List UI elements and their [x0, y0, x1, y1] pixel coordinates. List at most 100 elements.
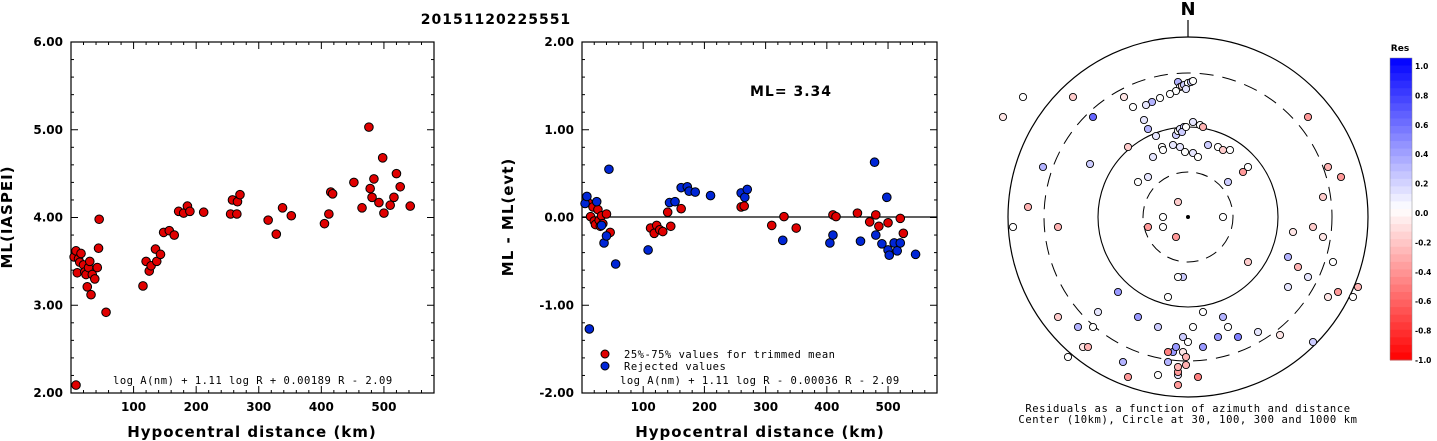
station-marker — [1123, 142, 1133, 152]
accepted-point — [791, 223, 802, 233]
station-marker — [1243, 257, 1253, 267]
station-marker — [1083, 342, 1093, 352]
caption-line-1: Residuals as a function of azimuth and d… — [1025, 403, 1350, 415]
colorbar-band — [1390, 65, 1412, 74]
station-marker — [1088, 322, 1098, 332]
rejected-point — [582, 191, 592, 202]
station-marker — [1243, 162, 1253, 172]
rejected-point — [877, 239, 887, 249]
station-marker — [1008, 222, 1018, 232]
outer-circle-1000km — [1007, 36, 1369, 398]
x-tick-label: 200 — [184, 400, 209, 414]
rejected-point — [777, 235, 788, 246]
y-tick-label: -2.00 — [539, 386, 574, 400]
station-marker — [1139, 115, 1149, 125]
station-marker — [1181, 360, 1191, 370]
colorbar-band — [1390, 276, 1412, 285]
colorbar-band — [1390, 254, 1412, 263]
station-marker — [1328, 257, 1338, 267]
station-marker — [1198, 342, 1208, 352]
data-point — [357, 203, 367, 213]
station-marker — [1173, 197, 1183, 207]
colorbar-tick-label: -0.2 — [1415, 238, 1431, 247]
station-marker — [1073, 322, 1083, 332]
accepted-point — [676, 203, 686, 214]
station-marker — [1148, 152, 1158, 162]
station-marker — [1119, 92, 1129, 102]
colorbar-band — [1390, 209, 1412, 218]
station-marker — [1163, 347, 1173, 357]
caption-line-2: Center (10km), Circle at 30, 100, 300 an… — [1018, 414, 1357, 426]
colorbar-band — [1390, 299, 1412, 308]
station-marker — [1198, 307, 1208, 317]
y-tick-label: 0.00 — [544, 211, 574, 225]
station-marker — [1173, 380, 1183, 390]
colorbar-band — [1390, 337, 1412, 346]
station-marker — [1223, 322, 1233, 332]
colorbar-tick-label: -0.8 — [1415, 327, 1431, 336]
station-marker — [1323, 162, 1333, 172]
colorbar-band — [1390, 269, 1412, 278]
data-point — [169, 230, 180, 240]
station-marker — [1088, 112, 1098, 122]
station-marker — [1093, 307, 1103, 317]
rejected-point — [610, 259, 621, 269]
data-point — [71, 380, 81, 390]
x-tick-label: 300 — [753, 400, 778, 414]
rejected-point — [869, 157, 880, 168]
station-marker — [1181, 352, 1191, 362]
station-marker — [1180, 147, 1190, 157]
circle-300km — [1043, 72, 1333, 362]
colorbar-band — [1390, 186, 1412, 195]
colorbar-band — [1390, 141, 1412, 150]
data-point — [93, 243, 104, 254]
colorbar-band — [1390, 352, 1412, 361]
station-marker — [1038, 162, 1048, 172]
data-point — [364, 122, 374, 132]
legend-rejected-label: Rejected values — [624, 361, 726, 373]
colorbar-band — [1390, 314, 1412, 323]
data-point — [327, 189, 338, 199]
rejected-point — [584, 324, 595, 334]
colorbar-band — [1390, 284, 1412, 293]
colorbar-tick-label: 0.0 — [1415, 209, 1428, 218]
x-tick-label: 100 — [631, 400, 656, 414]
colorbar-band — [1390, 216, 1412, 225]
station-marker — [1158, 222, 1168, 232]
accepted-point — [883, 217, 893, 228]
colorbar-band — [1390, 125, 1412, 134]
rejected-point — [895, 238, 906, 248]
colorbar-band — [1390, 171, 1412, 180]
accepted-point — [779, 211, 789, 222]
station-marker — [1133, 177, 1143, 187]
colorbar-tick-label: 0.8 — [1415, 91, 1428, 100]
data-point — [185, 206, 195, 217]
station-marker — [1318, 192, 1328, 202]
colorbar-band — [1390, 201, 1412, 210]
colorbar-tick-label: -0.6 — [1415, 297, 1431, 306]
data-point — [232, 209, 242, 219]
data-point — [389, 192, 399, 203]
accepted-point — [739, 201, 749, 211]
data-point — [324, 209, 334, 219]
data-point — [377, 153, 388, 163]
x-axis-label: Hypocentral distance (km) — [127, 423, 377, 441]
station-marker — [1283, 282, 1293, 292]
x-tick-label: 400 — [309, 400, 334, 414]
station-marker — [1118, 357, 1128, 367]
accepted-point — [864, 217, 875, 227]
colorbar-tick-label: 0.2 — [1415, 180, 1428, 189]
station-marker — [1168, 140, 1178, 150]
station-marker — [1223, 177, 1233, 187]
station-marker — [1308, 222, 1318, 232]
station-marker — [1193, 372, 1203, 382]
station-marker — [1085, 159, 1095, 169]
data-point — [379, 208, 389, 218]
colorbar-band — [1390, 118, 1412, 127]
station-marker — [1155, 93, 1165, 103]
colorbar-band — [1390, 193, 1412, 202]
station-marker — [1336, 172, 1346, 182]
station-marker — [1153, 322, 1163, 332]
y-tick-label: 2.00 — [544, 35, 574, 49]
